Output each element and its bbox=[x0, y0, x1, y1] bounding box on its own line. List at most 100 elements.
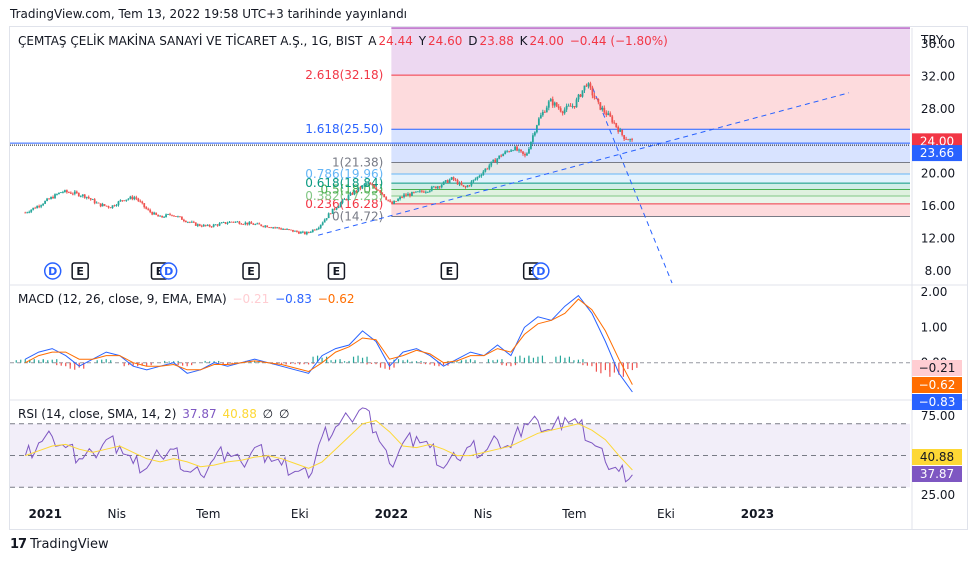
candle-body-71 bbox=[165, 214, 167, 218]
candle-body-197 bbox=[415, 191, 417, 193]
candle-body-215 bbox=[450, 177, 453, 180]
candle-body-126 bbox=[274, 227, 277, 229]
candle-body-254 bbox=[528, 148, 530, 154]
candle-body-211 bbox=[442, 181, 445, 185]
candle-body-46 bbox=[115, 205, 118, 206]
fib-band-7 bbox=[391, 75, 910, 130]
candle-body-221 bbox=[462, 185, 465, 187]
candle-body-299 bbox=[617, 126, 620, 132]
candle-body-96 bbox=[214, 224, 217, 226]
macd-legend: MACD (12, 26, close, 9, EMA, EMA) −0.21 … bbox=[18, 292, 357, 306]
fib-label-2: 0.382(17.25) bbox=[305, 189, 383, 203]
candle-body-77 bbox=[177, 216, 179, 218]
candle-body-161 bbox=[343, 199, 346, 200]
candle-body-82 bbox=[186, 221, 189, 223]
candle-body-193 bbox=[407, 193, 409, 196]
candle-body-150 bbox=[321, 222, 324, 225]
candle-body-219 bbox=[458, 182, 461, 185]
candle-body-259 bbox=[537, 118, 540, 126]
candle-body-131 bbox=[284, 229, 286, 230]
candle-body-167 bbox=[355, 190, 358, 192]
candle-body-278 bbox=[575, 99, 578, 108]
candle-body-171 bbox=[363, 184, 366, 186]
candle-body-128 bbox=[278, 227, 280, 229]
change-value: −0.44 (−1.80%) bbox=[569, 34, 668, 48]
high-label: Y bbox=[418, 34, 427, 48]
fibonacci-layer[interactable]: 0(14.72)0.236(16.28)0.382(17.25)0.5(18.0… bbox=[305, 27, 910, 223]
candle-body-21 bbox=[65, 190, 68, 193]
candle-body-284 bbox=[587, 83, 590, 87]
candle-body-94 bbox=[210, 226, 213, 228]
candle-body-244 bbox=[508, 151, 511, 153]
candle-body-271 bbox=[561, 111, 564, 114]
candle-body-98 bbox=[218, 223, 221, 226]
candle-body-179 bbox=[379, 190, 382, 193]
candle-body-220 bbox=[460, 182, 463, 186]
time-tick-6: Tem bbox=[561, 507, 586, 521]
candle-body-285 bbox=[589, 83, 592, 88]
fib-label-6: 1(21.38) bbox=[332, 156, 383, 170]
candle-body-112 bbox=[246, 222, 249, 225]
candle-body-209 bbox=[438, 186, 441, 188]
dividend-event-label-3: D bbox=[164, 265, 173, 278]
candle-body-47 bbox=[117, 201, 120, 206]
rsi-title: RSI (14, close, SMA, 14, 2) bbox=[18, 407, 177, 421]
candle-body-169 bbox=[359, 187, 362, 189]
candle-body-146 bbox=[313, 229, 316, 231]
candle-body-251 bbox=[522, 151, 524, 154]
candle-body-175 bbox=[371, 184, 374, 186]
candle-body-105 bbox=[232, 221, 235, 223]
candle-body-111 bbox=[244, 222, 247, 225]
low-value: 23.88 bbox=[479, 34, 514, 48]
earnings-event-label-2: E bbox=[156, 265, 164, 278]
candle-body-93 bbox=[208, 224, 211, 227]
candle-body-142 bbox=[305, 232, 308, 235]
candle-body-256 bbox=[532, 135, 534, 142]
candle-body-154 bbox=[329, 213, 332, 215]
candle-body-304 bbox=[627, 139, 630, 141]
candle-body-283 bbox=[585, 85, 588, 87]
candle-body-180 bbox=[381, 192, 384, 195]
candle-body-170 bbox=[361, 185, 364, 189]
candle-body-186 bbox=[393, 201, 396, 204]
rsi-tick-0: 75.00 bbox=[921, 409, 955, 423]
candle-body-202 bbox=[424, 191, 427, 193]
candle-body-275 bbox=[569, 105, 572, 107]
candle-body-183 bbox=[387, 199, 390, 201]
price-tick-3: 20.00 bbox=[921, 167, 955, 181]
candle-body-101 bbox=[224, 222, 227, 224]
rsi-label-bg-0 bbox=[912, 449, 962, 465]
candle-body-234 bbox=[488, 165, 491, 169]
axis-layer: 8.00 12.00 16.00 20.00 24.00 28.00 32.00 36.00 2… bbox=[29, 37, 962, 521]
candle-body-137 bbox=[296, 230, 298, 232]
candle-body-236 bbox=[492, 159, 495, 162]
fib-band-1 bbox=[391, 195, 910, 204]
candle-body-261 bbox=[541, 111, 544, 116]
candle-body-55 bbox=[133, 197, 136, 200]
candle-body-36 bbox=[95, 202, 98, 204]
candle-body-291 bbox=[601, 107, 604, 110]
tradingview-logo[interactable]: 17 TradingView bbox=[10, 537, 109, 552]
candle-body-134 bbox=[290, 229, 292, 231]
candle-body-239 bbox=[498, 155, 501, 159]
close-value: 24.00 bbox=[529, 34, 564, 48]
candle-body-35 bbox=[93, 199, 96, 204]
price-tick-0: 8.00 bbox=[925, 264, 952, 278]
candle-body-144 bbox=[309, 231, 312, 233]
candle-body-84 bbox=[190, 221, 193, 223]
chart-frame bbox=[9, 26, 968, 530]
candle-body-59 bbox=[141, 201, 144, 204]
candle-body-160 bbox=[341, 199, 344, 203]
candle-body-247 bbox=[514, 146, 516, 151]
candle-body-164 bbox=[349, 193, 352, 196]
open-label: A bbox=[368, 34, 377, 48]
candle-body-130 bbox=[282, 229, 284, 230]
rsi-series-1 bbox=[25, 420, 633, 471]
candle-body-132 bbox=[286, 229, 288, 230]
candle-body-60 bbox=[143, 203, 146, 208]
candle-body-136 bbox=[294, 230, 296, 232]
rsi-legend: RSI (14, close, SMA, 14, 2) 37.87 40.88 … bbox=[18, 407, 291, 421]
candle-body-121 bbox=[264, 225, 267, 227]
